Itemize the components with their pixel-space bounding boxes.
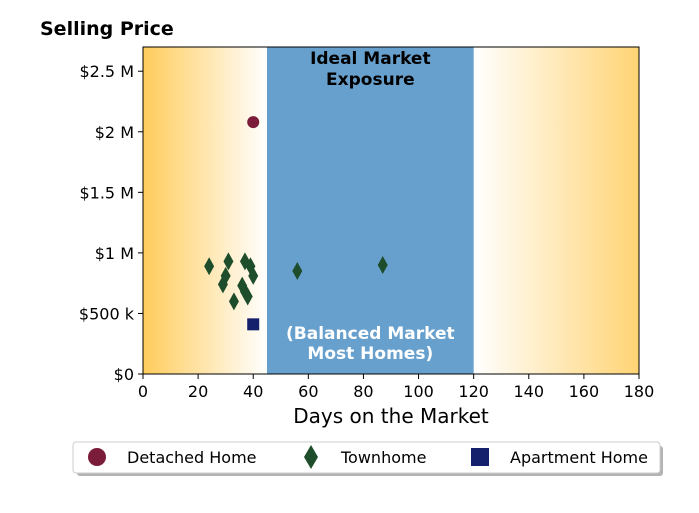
x-tick-label: 100 — [403, 382, 434, 401]
y-tick-label: $2.5 M — [79, 62, 134, 81]
legend-box — [72, 441, 661, 474]
band-subtitle-line-1: (Balanced Market — [286, 324, 455, 344]
band-title-line-1: Ideal Market — [310, 49, 431, 69]
townhome-point — [223, 252, 234, 271]
townhome-point — [292, 262, 303, 281]
apartment-home-point — [247, 318, 260, 331]
legend-label-detached-home: Detached Home — [127, 448, 257, 467]
ideal-exposure-band — [267, 47, 474, 374]
band-subtitle-line-2: Most Homes) — [307, 344, 433, 364]
y-tick-label: $500 k — [79, 304, 135, 323]
townhome-point — [377, 256, 388, 274]
right-gradient-zone — [473, 47, 639, 374]
x-tick-label: 20 — [188, 382, 208, 401]
y-tick-label: $0 — [114, 365, 134, 384]
townhome-point — [228, 292, 239, 311]
x-tick-label: 40 — [243, 382, 263, 401]
townhome-point — [242, 287, 253, 306]
legend-marker-townhome — [304, 445, 318, 469]
chart-title: Selling Price — [40, 18, 174, 40]
band-title-line-2: Exposure — [326, 70, 415, 90]
x-tick-label: 180 — [624, 382, 655, 401]
x-tick-label: 120 — [458, 382, 489, 401]
x-tick-label: 80 — [353, 382, 373, 401]
legend: Detached Home Townhome Apartment Home — [72, 441, 663, 476]
plot-frame — [142, 46, 640, 375]
townhome-point — [220, 266, 231, 285]
data-points — [204, 116, 388, 331]
legend-marker-detached-home — [88, 448, 106, 466]
legend-marker-apartment-home — [471, 448, 489, 466]
legend-items: Detached Home Townhome Apartment Home — [88, 445, 648, 469]
townhome-point — [204, 257, 215, 276]
y-tick-label: $1 M — [95, 244, 134, 263]
x-axis-label: Days on the Market — [293, 404, 489, 428]
y-axis: $0 $500 k $1 M $1.5 M $2 M $2.5 M — [79, 62, 143, 384]
x-tick-label: 160 — [569, 382, 600, 401]
x-tick-label: 140 — [514, 382, 545, 401]
left-gradient-zone — [143, 47, 267, 374]
x-tick-label: 60 — [298, 382, 318, 401]
y-tick-label: $2 M — [95, 123, 134, 142]
townhome-point — [248, 266, 259, 285]
y-tick-label: $1.5 M — [79, 183, 134, 202]
x-tick-label: 0 — [138, 382, 148, 401]
legend-label-apartment-home: Apartment Home — [510, 448, 648, 467]
detached-home-point — [247, 116, 260, 129]
x-axis: 0 20 40 60 80 100 120 140 160 180 — [138, 374, 654, 401]
legend-label-townhome: Townhome — [340, 448, 426, 467]
plot-background — [143, 47, 639, 374]
